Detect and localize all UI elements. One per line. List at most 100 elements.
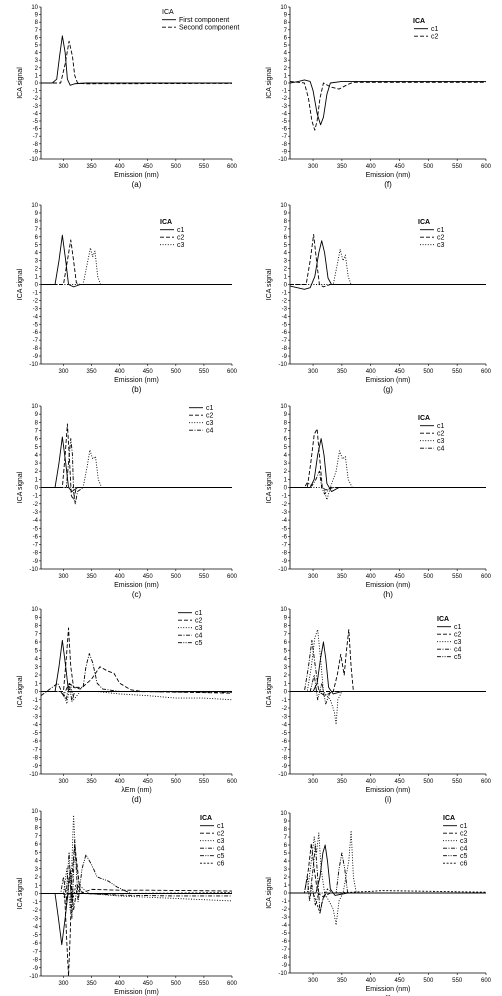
x-tick-label: 400 — [366, 164, 377, 170]
y-tick-label: 8 — [35, 624, 39, 630]
legend-entry: c3 — [454, 639, 462, 646]
y-tick-label: 9 — [35, 13, 39, 19]
y-tick-label: -5 — [33, 933, 39, 939]
x-tick-label: 350 — [87, 779, 98, 785]
y-tick-label: 2 — [35, 875, 39, 881]
x-tick-label: 500 — [423, 978, 434, 984]
x-tick-label: 600 — [481, 779, 492, 785]
legend-entry: c4 — [454, 647, 462, 654]
y-tick-label: -6 — [33, 534, 39, 540]
series-line-c4 — [41, 868, 232, 911]
legend-entry: c1 — [460, 823, 468, 830]
legend-entry: c4 — [460, 846, 468, 853]
y-tick-label: 9 — [284, 819, 288, 825]
series-line-c2 — [290, 842, 486, 898]
y-tick-label: 0 — [284, 891, 288, 897]
panel-label: (d) — [132, 795, 142, 804]
panel-label: (a) — [132, 180, 142, 189]
y-tick-label: 5 — [284, 851, 288, 857]
y-tick-label: 4 — [35, 51, 39, 57]
series-line-c2 — [41, 843, 232, 977]
y-tick-label: -1 — [33, 900, 39, 906]
y-tick-label: -6 — [282, 939, 288, 945]
y-tick-label: 0 — [284, 486, 288, 492]
y-tick-label: -2 — [33, 502, 39, 508]
y-tick-label: 2 — [284, 673, 288, 679]
y-tick-label: 5 — [284, 43, 288, 49]
y-tick-label: 5 — [35, 850, 39, 856]
y-tick-label: 1 — [284, 681, 288, 687]
y-tick-label: -2 — [33, 96, 39, 102]
series-line-second-component — [41, 40, 232, 85]
series-line-c3 — [290, 830, 486, 926]
y-axis-label: ICA signal — [17, 268, 24, 300]
y-tick-label: 6 — [284, 843, 288, 849]
y-tick-label: -10 — [278, 567, 287, 573]
y-tick-label: -8 — [33, 142, 39, 148]
y-tick-label: -10 — [29, 157, 38, 163]
y-tick-label: -10 — [278, 362, 287, 368]
x-tick-label: 350 — [337, 164, 348, 170]
y-tick-label: -5 — [33, 119, 39, 125]
y-tick-label: 0 — [35, 690, 39, 696]
y-tick-label: -6 — [282, 127, 288, 133]
legend-entry: c3 — [217, 838, 225, 845]
y-tick-label: 6 — [284, 35, 288, 41]
y-tick-label: -7 — [282, 338, 288, 344]
y-tick-label: -7 — [282, 947, 288, 953]
y-tick-label: -10 — [29, 362, 38, 368]
y-tick-label: 2 — [35, 66, 39, 72]
y-tick-label: 0 — [284, 690, 288, 696]
y-tick-label: 3 — [35, 58, 39, 64]
y-tick-label: -5 — [282, 119, 288, 125]
y-tick-label: -4 — [282, 111, 288, 117]
series-line-c1 — [290, 844, 486, 896]
series-line-c2 — [290, 428, 486, 491]
legend-title: ICA — [162, 9, 174, 16]
y-tick-label: -10 — [278, 772, 287, 778]
legend-entry: c2 — [437, 431, 445, 438]
y-tick-label: -3 — [282, 104, 288, 110]
series-line-c1 — [290, 240, 486, 290]
series-line-c3 — [290, 450, 486, 501]
series-line-c5 — [290, 674, 486, 705]
y-axis-label: ICA signal — [266, 675, 273, 707]
x-axis-label: Emission (nm) — [366, 172, 411, 179]
x-tick-label: 400 — [115, 164, 126, 170]
x-tick-label: 500 — [423, 574, 434, 580]
y-tick-label: 9 — [284, 615, 288, 621]
y-tick-label: 7 — [35, 28, 39, 34]
y-tick-label: 2 — [35, 673, 39, 679]
x-axis-label: Emission (nm) — [366, 986, 411, 993]
legend-entry: c2 — [206, 413, 214, 420]
y-tick-label: -8 — [33, 756, 39, 762]
legend-title: ICA — [418, 219, 430, 226]
y-tick-label: 9 — [35, 817, 39, 823]
legend-entry: c1 — [454, 624, 462, 631]
x-tick-label: 350 — [87, 574, 98, 580]
y-tick-label: 7 — [284, 28, 288, 34]
y-tick-label: -6 — [282, 739, 288, 745]
x-tick-label: 350 — [337, 978, 348, 984]
y-tick-label: -10 — [278, 971, 287, 977]
y-tick-label: 4 — [35, 657, 39, 663]
legend-entry: c5 — [217, 853, 225, 860]
y-tick-label: -4 — [33, 111, 39, 117]
series-line-c5 — [41, 682, 232, 702]
y-tick-label: -8 — [282, 551, 288, 557]
y-tick-label: -5 — [33, 526, 39, 532]
y-tick-label: 3 — [35, 259, 39, 265]
y-tick-label: -1 — [282, 89, 288, 95]
y-tick-label: 1 — [35, 477, 39, 483]
legend-entry: First component — [179, 17, 229, 24]
legend-entry: c4 — [195, 633, 203, 640]
legend-entry: c6 — [460, 861, 468, 868]
y-tick-label: 2 — [35, 267, 39, 273]
x-tick-label: 400 — [366, 779, 377, 785]
x-tick-label: 500 — [171, 574, 182, 580]
y-tick-label: 1 — [284, 477, 288, 483]
y-axis-label: ICA signal — [266, 67, 273, 99]
